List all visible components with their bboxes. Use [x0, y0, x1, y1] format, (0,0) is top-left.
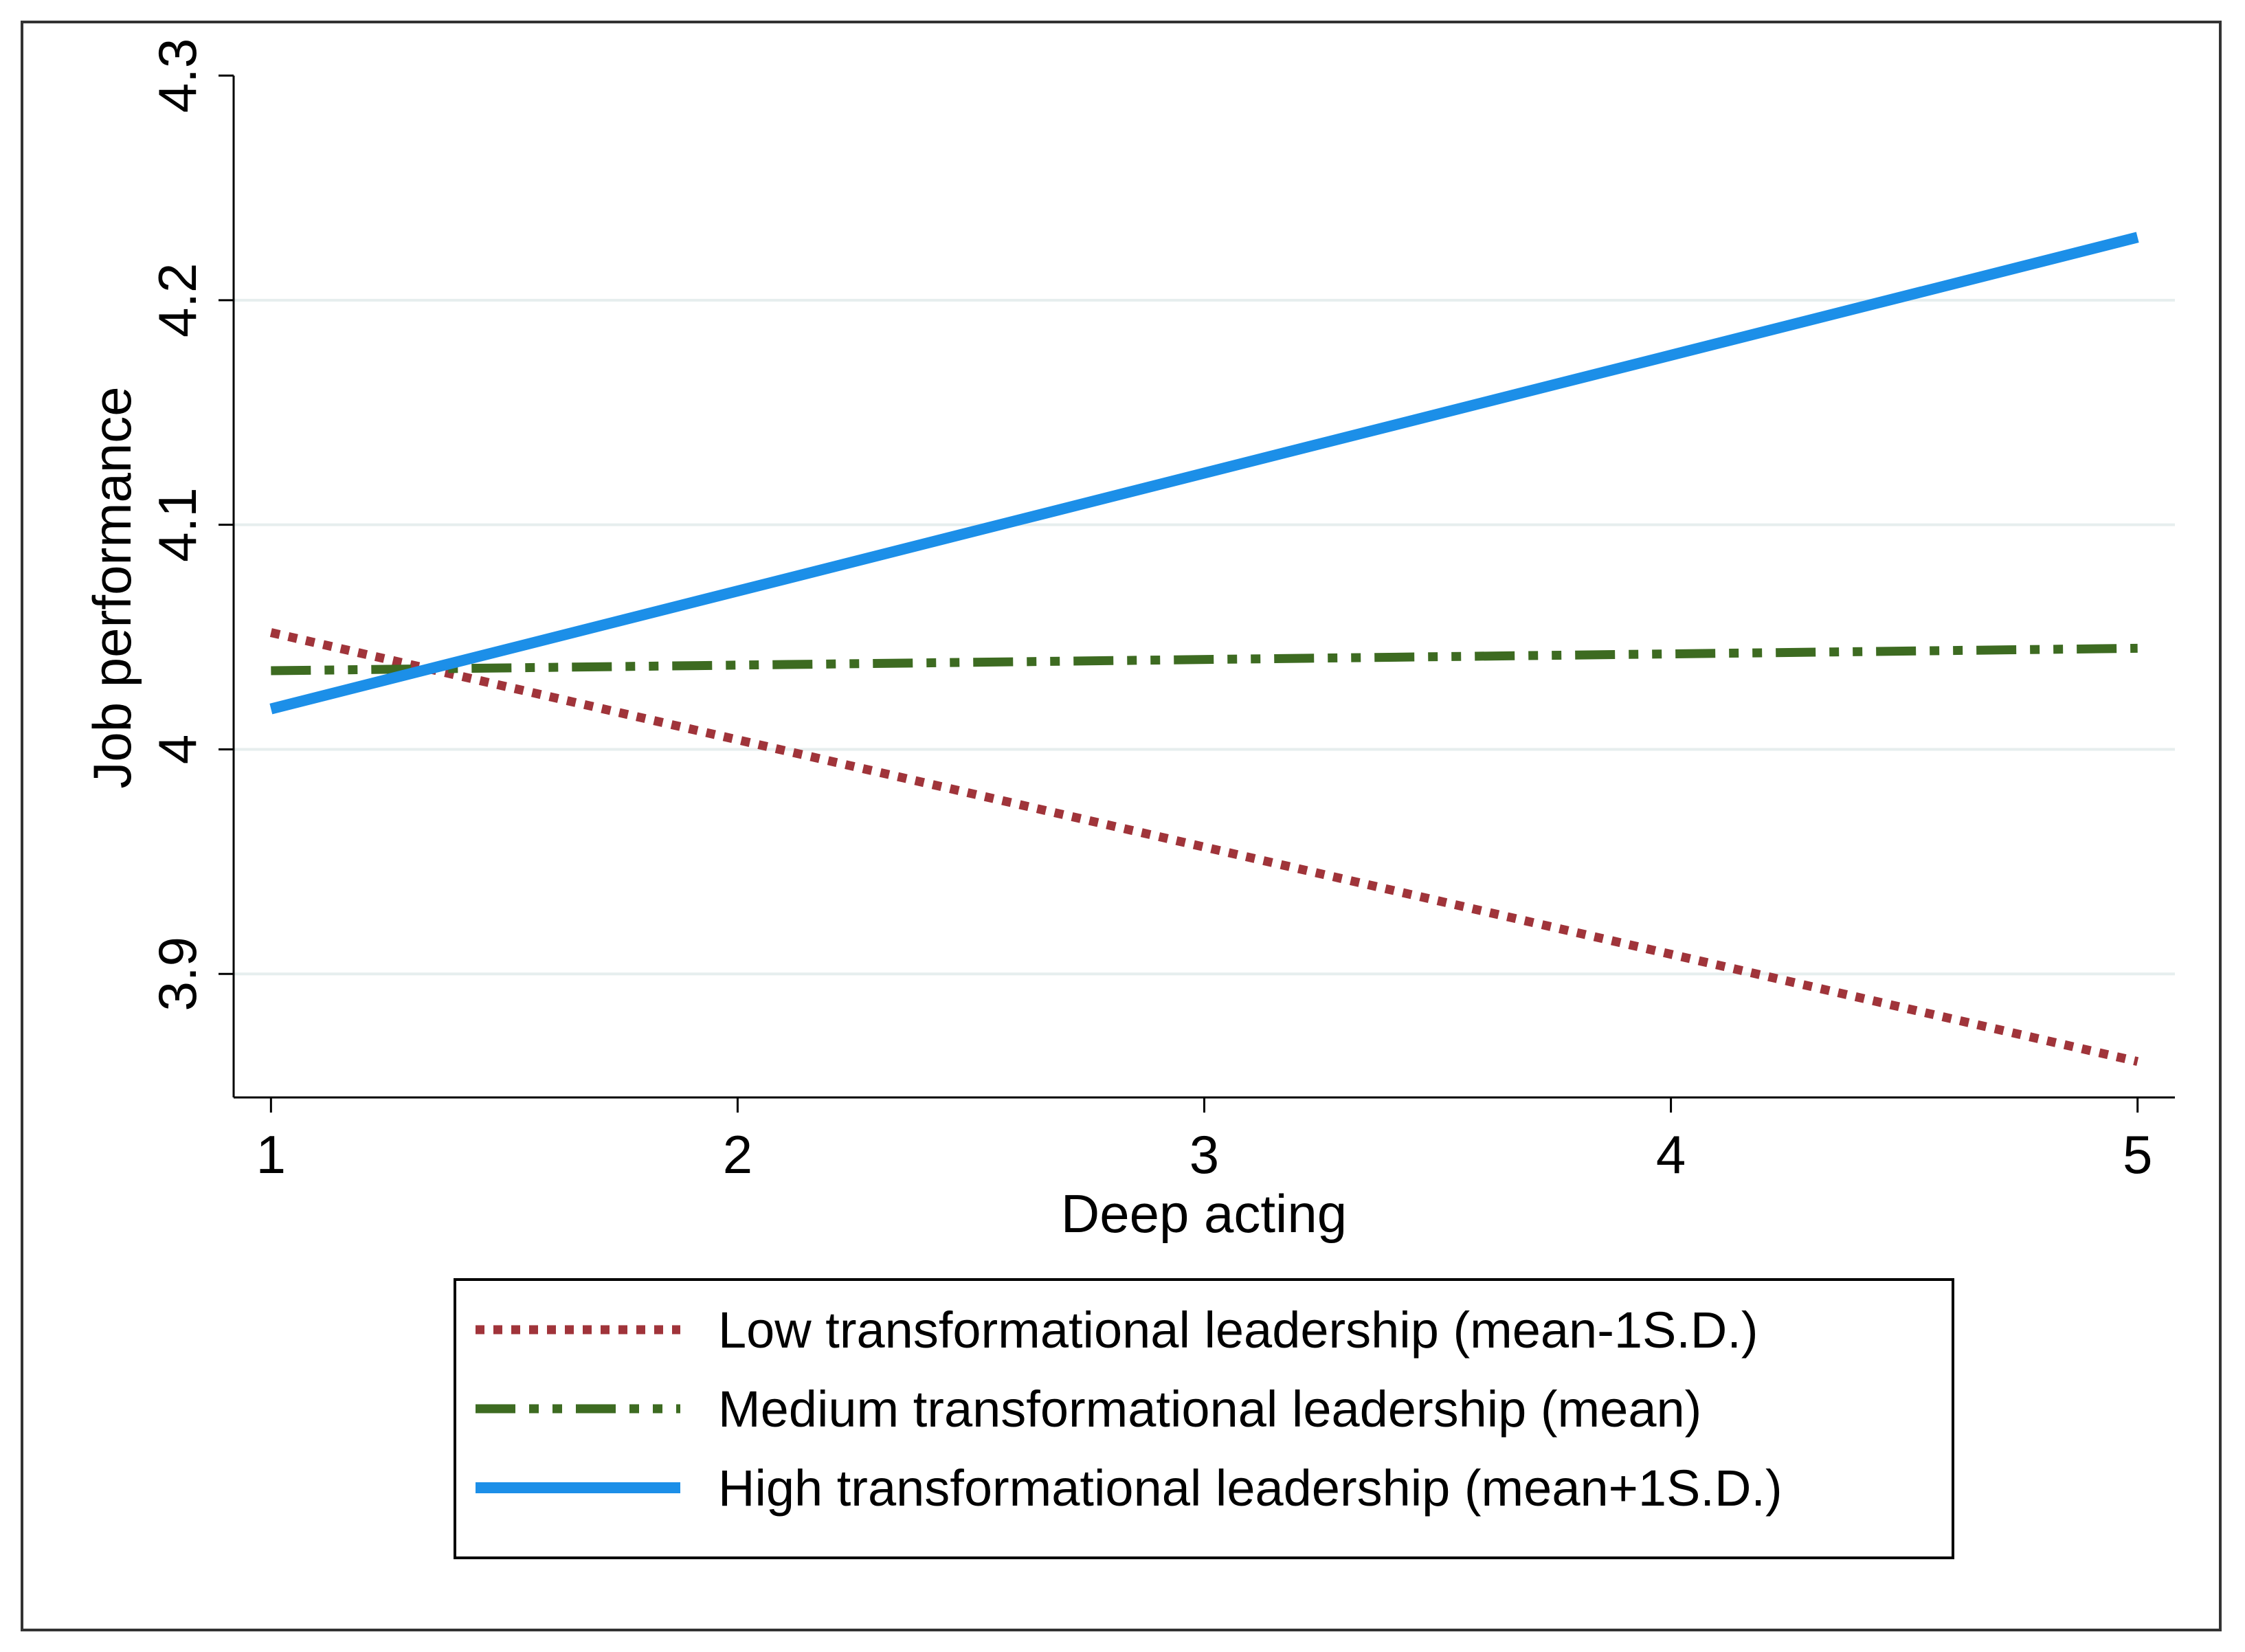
x-tick-label: 4: [1656, 1124, 1686, 1185]
y-tick-label: 4.1: [147, 487, 208, 561]
legend-label-2: Medium transformational leadership (mean…: [718, 1381, 1701, 1438]
x-tick-label: 1: [256, 1124, 286, 1185]
y-tick-label: 4.2: [147, 263, 208, 337]
x-axis-title: Deep acting: [1061, 1183, 1347, 1244]
grid-lines: [234, 298, 2175, 976]
x-tick-label: 2: [723, 1124, 752, 1185]
axes: [232, 76, 2175, 1099]
x-tick-label: 5: [2123, 1124, 2152, 1185]
axis-ticks: 3.9 4 4.1 4.2 4.3 1 2 3 4 5: [147, 38, 2152, 1185]
series-line-2: [271, 643, 2138, 676]
y-axis-title: Job performance: [82, 386, 142, 788]
y-tick-label: 4.3: [147, 38, 208, 113]
y-tick-label: 3.9: [147, 937, 208, 1011]
legend: Low transformational leadership (mean-1S…: [454, 1278, 1954, 1559]
series-line-1: [269, 628, 2139, 1067]
series-line-3: [269, 232, 2139, 715]
series-lines: [269, 232, 2139, 1067]
legend-label-1: Low transformational leadership (mean-1S…: [718, 1302, 1758, 1359]
x-tick-label: 3: [1189, 1124, 1219, 1185]
y-tick-label: 4: [147, 735, 208, 764]
legend-label-3: High transformational leadership (mean+1…: [718, 1460, 1783, 1517]
legend-box: [454, 1278, 1954, 1559]
